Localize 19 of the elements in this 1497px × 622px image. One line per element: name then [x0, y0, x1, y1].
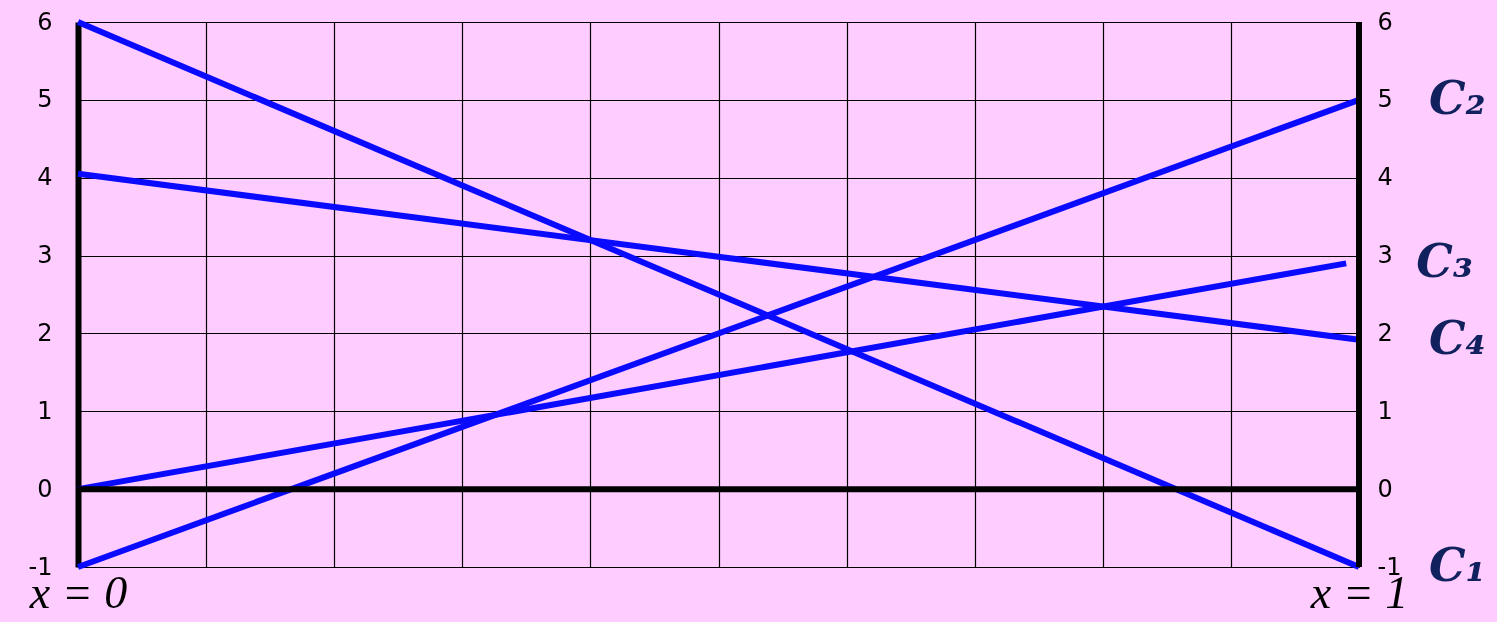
y2-tick-label: 2: [1377, 318, 1393, 347]
y-tick-label: 3: [37, 241, 53, 270]
y2-tick-label: 6: [1377, 7, 1393, 36]
y-tick-label: 1: [37, 396, 53, 425]
y2-tick-label: 1: [1377, 396, 1393, 425]
series-label: C₄: [1429, 310, 1486, 365]
series-label: C₁: [1429, 538, 1486, 592]
series-label: C₂: [1429, 70, 1486, 125]
y2-tick-label: 4: [1377, 163, 1393, 192]
y-tick-label: 4: [37, 163, 53, 192]
y2-tick-label: 3: [1377, 241, 1393, 270]
y-tick-label: 6: [37, 7, 53, 36]
y-tick-label: -1: [28, 552, 53, 581]
y-tick-label: 0: [37, 474, 53, 503]
y2-tick-label: 5: [1377, 85, 1393, 114]
y2-tick-label: 0: [1377, 474, 1393, 503]
y-tick-label: 5: [37, 85, 53, 114]
y-tick-label: 2: [37, 318, 53, 347]
series-label: C₃: [1416, 234, 1473, 289]
